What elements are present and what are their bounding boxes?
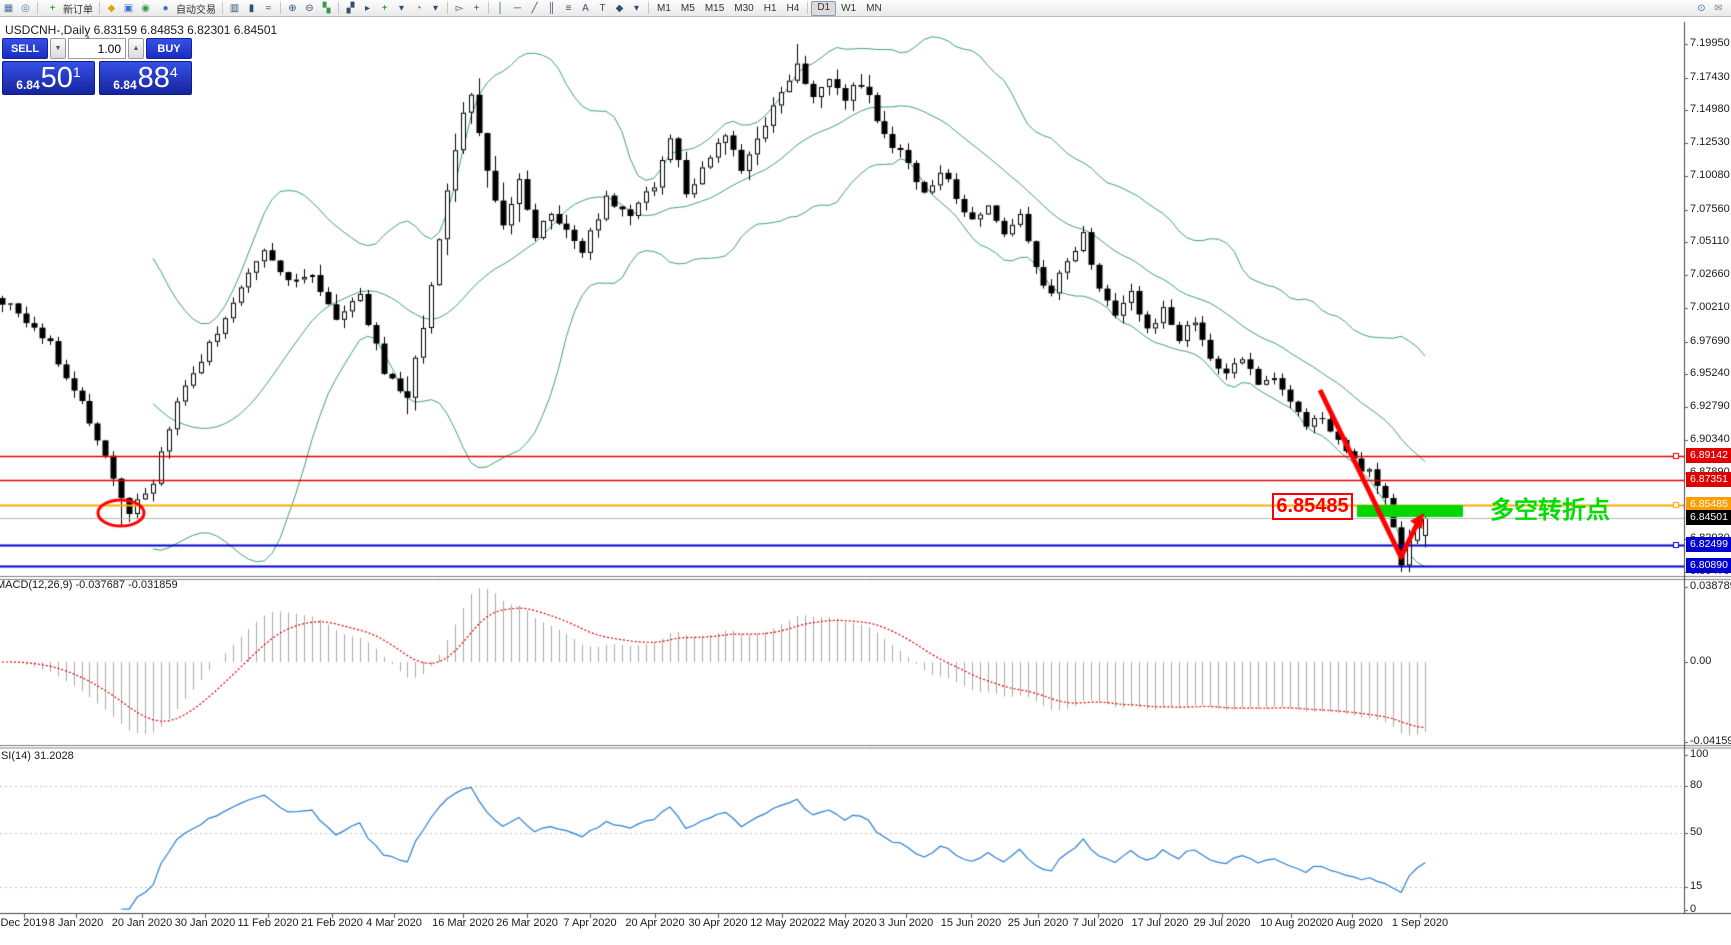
- price-axis-tick: 7.17430: [1690, 70, 1730, 83]
- price-tag: 6.85485: [1686, 496, 1731, 512]
- volume-increase-button[interactable]: ▲: [128, 38, 144, 59]
- volume-input[interactable]: [68, 38, 126, 59]
- time-axis-label: 3 Jun 2020: [878, 917, 934, 929]
- buy-price-pip: 4: [169, 64, 178, 80]
- price-axis-tick: 7.14980: [1690, 103, 1730, 116]
- time-axis-label: 20 Apr 2020: [625, 917, 685, 929]
- rsi-axis-tick: 80: [1690, 779, 1703, 791]
- time-axis-label: 30 Jan 2020: [174, 917, 236, 929]
- price-axis-tick: 7.10080: [1690, 168, 1730, 181]
- time-axis-label: 16 Mar 2020: [432, 917, 494, 929]
- sell-button[interactable]: SELL: [2, 38, 48, 59]
- price-axis-tick: 7.19950: [1690, 37, 1730, 49]
- buy-price-big: 88: [137, 62, 170, 94]
- time-axis-label: 30 Apr 2020: [688, 917, 748, 929]
- one-click-trading-panel: ▴ SELL ▼ ▲ BUY 6.84 50 1 6.84 88 4: [2, 33, 192, 95]
- macd-indicator-label: MACD(12,26,9) -0.037687 -0.031859: [0, 579, 178, 591]
- buy-price-prefix: 6.84: [113, 78, 137, 92]
- time-axis-label: 7 Apr 2020: [563, 917, 617, 929]
- price-tag: 6.87351: [1686, 471, 1731, 487]
- sell-price-box[interactable]: 6.84 50 1: [2, 61, 95, 95]
- level-annotation-box: 6.85485: [1272, 493, 1353, 520]
- time-axis-label: Dec 2019: [0, 917, 48, 929]
- rsi-indicator-label: RSI(14) 31.2028: [0, 750, 74, 762]
- macd-axis-tick: 0.038789: [1690, 580, 1731, 593]
- price-axis-tick: 6.90340: [1690, 432, 1730, 445]
- time-axis-label: 21 Feb 2020: [301, 917, 363, 929]
- buy-button[interactable]: BUY: [146, 38, 192, 59]
- time-axis-label: 22 May 2020: [813, 917, 877, 929]
- macd-axis-tick: 0.00: [1690, 655, 1712, 667]
- time-axis-label: 8 Jan 2020: [48, 917, 104, 929]
- chart-title: USDCNH-,Daily 6.83159 6.84853 6.82301 6.…: [5, 23, 278, 37]
- price-axis-tick: 7.05110: [1690, 235, 1729, 248]
- time-axis-label: 26 Mar 2020: [496, 917, 558, 929]
- price-tag: 6.89142: [1686, 447, 1731, 463]
- time-axis-label: 12 May 2020: [750, 917, 814, 929]
- price-axis-tick: 7.12530: [1690, 136, 1730, 149]
- time-axis-label: 10 Aug 2020: [1260, 917, 1322, 929]
- time-axis-label: 20 Aug 2020: [1321, 917, 1383, 929]
- rsi-axis-tick: 50: [1690, 825, 1703, 838]
- time-axis-label: 11 Feb 2020: [237, 917, 299, 929]
- time-axis-label: 17 Jul 2020: [1131, 917, 1189, 929]
- time-axis-label: 7 Jul 2020: [1072, 917, 1124, 929]
- buy-price-box[interactable]: 6.84 88 4: [99, 61, 192, 95]
- sell-price-prefix: 6.84: [16, 78, 40, 92]
- macd-axis-tick: -0.04159: [1690, 735, 1731, 748]
- price-axis-tick: 7.02660: [1690, 268, 1730, 281]
- collapse-arrow-icon[interactable]: ▴: [86, 32, 91, 41]
- price-tag: 6.82499: [1686, 536, 1731, 552]
- sell-price-pip: 1: [72, 64, 81, 80]
- price-axis-tick: 6.97690: [1690, 334, 1730, 347]
- rsi-axis-tick: 15: [1690, 879, 1703, 892]
- time-axis-label: 29 Jul 2020: [1193, 917, 1251, 929]
- volume-decrease-button[interactable]: ▼: [50, 38, 66, 59]
- price-axis-tick: 6.95240: [1690, 367, 1730, 380]
- price-axis-tick: 7.07560: [1690, 202, 1730, 215]
- price-tag: 6.84501: [1686, 509, 1731, 525]
- rsi-axis-tick: 0: [1690, 903, 1697, 915]
- sell-price-big: 50: [40, 62, 73, 94]
- price-tag: 6.80890: [1686, 558, 1731, 574]
- rsi-axis-tick: 100: [1690, 748, 1709, 760]
- price-axis-tick: 6.92790: [1690, 400, 1730, 413]
- turning-point-annotation: 多空转折点: [1490, 497, 1610, 524]
- time-axis-label: 1 Sep 2020: [1391, 917, 1449, 929]
- time-axis-label: 15 Jun 2020: [940, 917, 1002, 929]
- time-axis-label: 20 Jan 2020: [111, 917, 173, 929]
- time-axis-label: 25 Jun 2020: [1007, 917, 1069, 929]
- price-axis-tick: 7.00210: [1690, 300, 1730, 313]
- time-axis-label: 4 Mar 2020: [366, 917, 422, 929]
